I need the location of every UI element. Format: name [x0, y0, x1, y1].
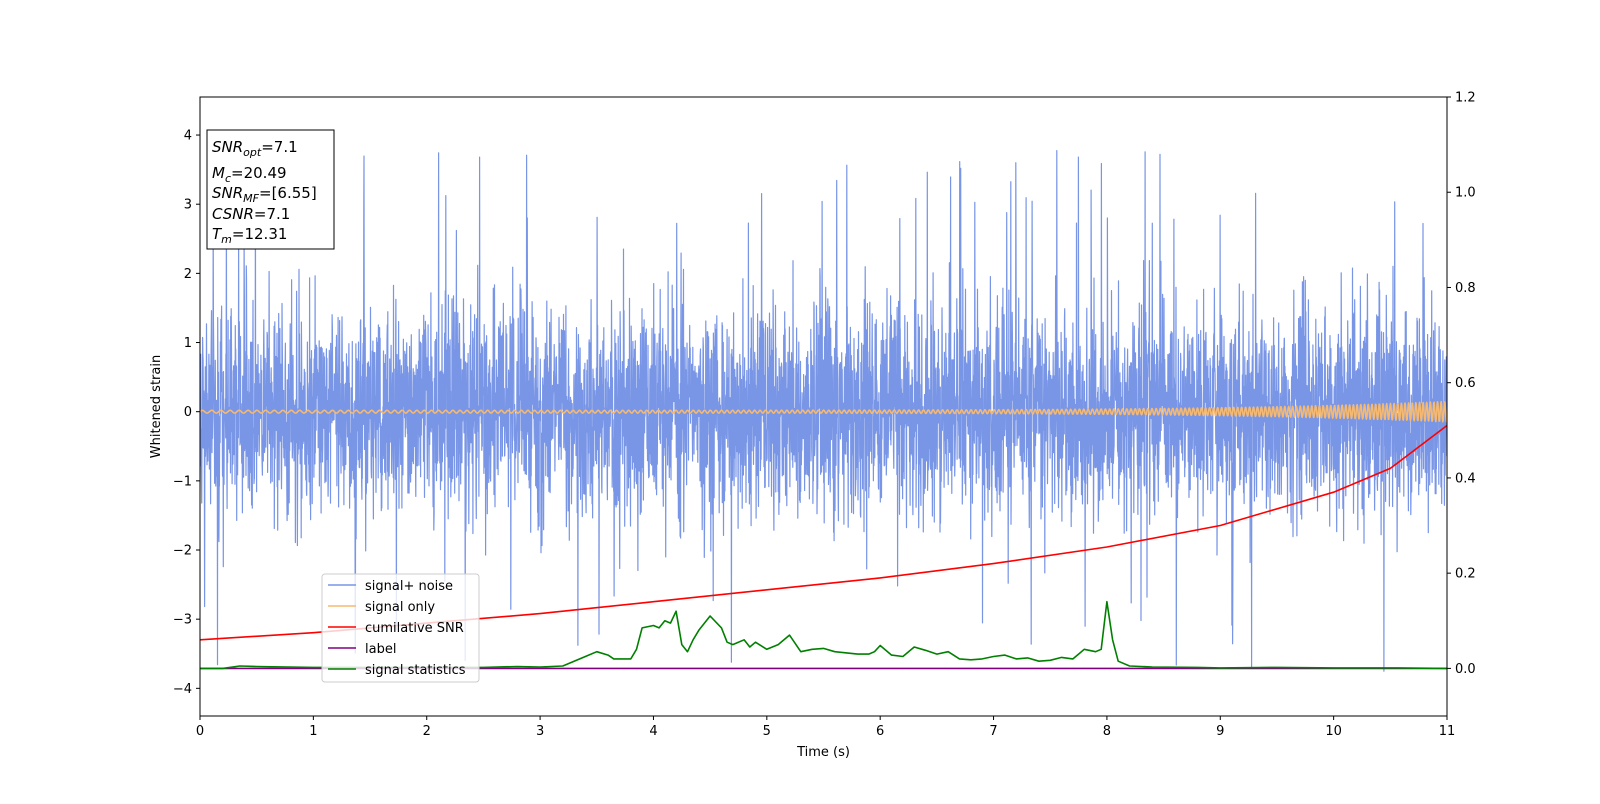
- y-left-tick-label: 0: [184, 405, 192, 420]
- y-left-tick-label: 3: [184, 198, 192, 213]
- x-tick-label: 8: [1103, 724, 1111, 739]
- x-tick-label: 4: [649, 724, 657, 739]
- x-tick-label: 7: [989, 724, 997, 739]
- annotation-tm: Tm=12.31: [212, 225, 287, 246]
- ticks-layer: 0 1 2 3 4 5 6 7 8 9 10 11 −4 −3 −2 −1 0 1 2 3 4 0.0 0.2 0.4 0.6 0…: [173, 91, 1476, 740]
- y-left-tick-label: −2: [173, 544, 192, 559]
- y-right-tick-label: 0.4: [1455, 471, 1476, 486]
- annotation-frame: [206, 129, 335, 250]
- y-left-tick-label: −3: [173, 613, 192, 628]
- y-right-tick-label: 0.2: [1455, 567, 1476, 582]
- x-tick-label: 3: [536, 724, 544, 739]
- legend-label-cumulative-snr: cumilative SNR: [365, 621, 464, 636]
- legend-label-signal-only: signal only: [365, 600, 435, 615]
- legend-label-signal-statistics: signal statistics: [365, 663, 466, 678]
- y-axis-label: Whitened strain: [149, 355, 164, 458]
- legend-frame: [321, 573, 480, 683]
- x-tick-label: 1: [309, 724, 317, 739]
- annotation-box: SNRopt=7.1 Mc=20.49 SNRMF=[6.55] CSNR=7.…: [206, 129, 335, 250]
- series-signal-statistics: [200, 600, 1447, 670]
- annotation-csnr: CSNR=7.1: [212, 205, 290, 223]
- y-left-tick-label: 1: [184, 336, 192, 351]
- legend: signal+ noise signal only cumilative SNR…: [321, 573, 480, 683]
- x-tick-label: 5: [763, 724, 771, 739]
- x-tick-label: 9: [1216, 724, 1224, 739]
- series-signal-noise: [200, 150, 1447, 672]
- legend-label-signal-noise: signal+ noise: [365, 579, 453, 594]
- y-left-tick-label: 4: [184, 129, 192, 144]
- x-tick-label: 6: [876, 724, 884, 739]
- y-left-tick-label: −1: [173, 474, 192, 489]
- plot-frame: [199, 96, 1448, 717]
- x-tick-label: 0: [196, 724, 204, 739]
- y-left-tick-label: −4: [173, 682, 192, 697]
- annotation-snr-opt: SNRopt=7.1: [212, 138, 298, 159]
- y-right-tick-label: 1.0: [1455, 186, 1476, 201]
- series-signal-only: [200, 400, 1447, 423]
- x-tick-label: 11: [1439, 724, 1456, 739]
- y-right-tick-label: 0.6: [1455, 376, 1476, 391]
- y-right-tick-label: 1.2: [1455, 91, 1476, 106]
- x-axis-label: Time (s): [796, 745, 850, 760]
- y-right-tick-label: 0.8: [1455, 281, 1476, 296]
- x-tick-label: 10: [1325, 724, 1342, 739]
- y-left-tick-label: 2: [184, 267, 192, 282]
- annotation-snr-mf: SNRMF=[6.55]: [212, 184, 317, 205]
- x-tick-label: 2: [423, 724, 431, 739]
- annotation-mc: Mc=20.49: [212, 164, 287, 185]
- y-right-tick-label: 0.0: [1455, 662, 1476, 677]
- legend-label-label: label: [365, 642, 396, 657]
